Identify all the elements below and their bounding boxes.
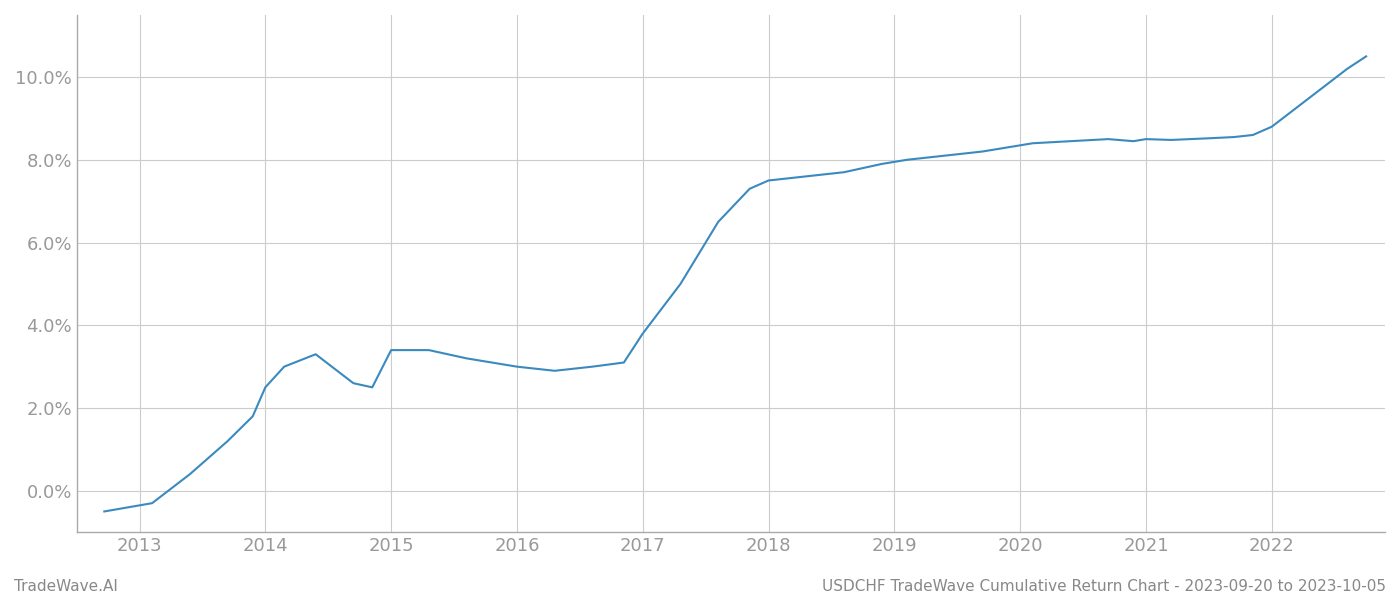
Text: USDCHF TradeWave Cumulative Return Chart - 2023-09-20 to 2023-10-05: USDCHF TradeWave Cumulative Return Chart… — [822, 579, 1386, 594]
Text: TradeWave.AI: TradeWave.AI — [14, 579, 118, 594]
